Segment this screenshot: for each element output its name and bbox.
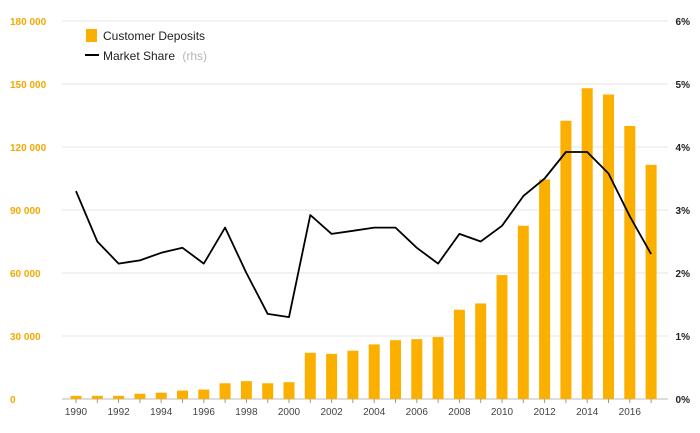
x-tick-label: 1992	[107, 407, 130, 418]
x-tick-label: 2006	[406, 407, 429, 418]
x-tick-label: 2000	[278, 407, 301, 418]
deposit-bar	[155, 392, 167, 399]
deposit-bar	[645, 164, 657, 399]
gridlines	[62, 20, 668, 400]
deposit-bar	[453, 309, 465, 399]
right-tick-label: 6%	[676, 17, 691, 28]
right-tick-label: 0%	[676, 395, 691, 406]
deposit-bar	[368, 344, 380, 399]
deposit-bar	[198, 389, 210, 399]
deposit-bar	[113, 395, 125, 399]
x-axis-ticks: 1990 1992 1994 1996 1998 2000 2002 2004 2006 2008…	[65, 399, 652, 418]
deposit-bar	[283, 382, 295, 399]
deposit-bar	[219, 383, 231, 399]
x-tick-label: 2010	[491, 407, 514, 418]
legend-label-rhs-note: (rhs)	[182, 49, 207, 63]
market-share-line-layer	[75, 151, 652, 319]
x-tick-label: 2008	[448, 407, 471, 418]
deposit-bar	[432, 337, 444, 399]
x-tick-label: 1996	[193, 407, 216, 418]
deposit-bar	[326, 353, 338, 399]
x-tick-label: 1990	[65, 407, 88, 418]
deposit-bar	[70, 395, 82, 399]
deposit-bar	[240, 381, 252, 399]
x-tick-label: 2014	[576, 407, 599, 418]
deposit-bar	[304, 352, 316, 399]
market-share-line	[75, 151, 652, 319]
right-tick-label: 1%	[676, 332, 691, 343]
legend-label-market-share: Market Share	[103, 49, 175, 63]
deposit-bar	[262, 383, 274, 399]
left-tick-label: 150 000	[10, 80, 47, 91]
deposit-bar	[624, 126, 636, 399]
x-tick-label: 2016	[619, 407, 642, 418]
right-tick-label: 3%	[676, 206, 691, 217]
deposit-bar	[560, 120, 572, 399]
deposit-bar	[177, 390, 188, 399]
x-tick-label: 1994	[150, 407, 173, 418]
right-tick-label: 2%	[676, 269, 691, 280]
deposit-bar	[475, 303, 487, 399]
legend-label-market-share-group: Market Share (rhs)	[103, 49, 207, 63]
left-tick-label: 90 000	[10, 206, 41, 217]
x-tick-label: 2002	[320, 407, 343, 418]
right-tick-label: 5%	[676, 80, 691, 91]
deposit-bar	[91, 395, 103, 399]
left-tick-label: 180 000	[10, 17, 47, 28]
right-tick-label: 4%	[676, 143, 691, 154]
x-tick-label: 2004	[363, 407, 386, 418]
left-tick-label: 120 000	[10, 143, 47, 154]
left-tick-label: 60 000	[10, 269, 41, 280]
x-tick-label: 1998	[235, 407, 258, 418]
deposit-bar	[496, 275, 508, 399]
right-axis-ticks: 0% 1% 2% 3% 4% 5% 6%	[676, 17, 691, 406]
legend: Customer Deposits Market Share (rhs)	[85, 29, 207, 63]
deposit-bar	[539, 179, 551, 399]
left-tick-label: 0	[10, 395, 16, 406]
left-axis-ticks: 0 30 000 60 000 90 000 120 000 150 000 180 000	[10, 17, 47, 406]
deposit-bar	[581, 88, 593, 399]
deposit-bar	[517, 225, 529, 399]
deposit-bar	[411, 339, 423, 399]
x-tick-label: 2012	[533, 407, 556, 418]
legend-label-deposits: Customer Deposits	[103, 29, 205, 43]
legend-swatch-deposits	[86, 29, 97, 42]
deposit-bar	[347, 350, 359, 399]
deposit-bar	[390, 340, 401, 399]
deposit-bars	[70, 88, 657, 399]
deposit-bar	[134, 393, 146, 399]
deposit-bar	[603, 94, 614, 399]
left-tick-label: 30 000	[10, 332, 41, 343]
